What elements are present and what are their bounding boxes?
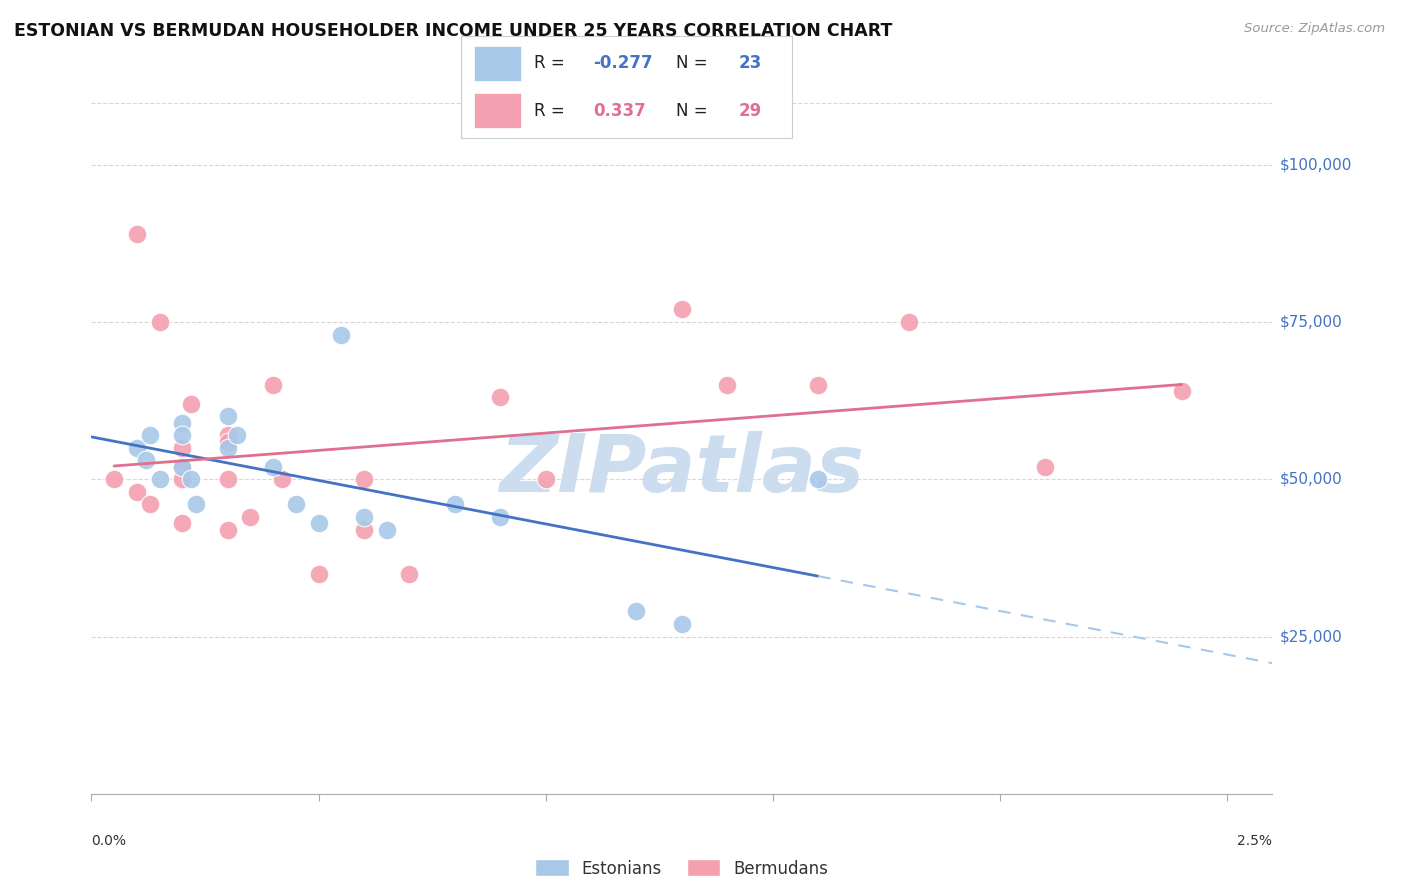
Point	[330, 327, 353, 342]
Point	[225, 428, 247, 442]
Text: $75,000: $75,000	[1279, 315, 1343, 329]
Legend: Estonians, Bermudans: Estonians, Bermudans	[529, 853, 835, 884]
Point	[172, 441, 194, 455]
Point	[489, 391, 512, 405]
Point	[103, 472, 125, 486]
Text: 0.0%: 0.0%	[91, 834, 127, 848]
Point	[217, 434, 239, 449]
Point	[172, 428, 194, 442]
Point	[353, 523, 375, 537]
Text: $25,000: $25,000	[1279, 629, 1343, 644]
Point	[239, 510, 262, 524]
Text: ESTONIAN VS BERMUDAN HOUSEHOLDER INCOME UNDER 25 YEARS CORRELATION CHART: ESTONIAN VS BERMUDAN HOUSEHOLDER INCOME …	[14, 22, 893, 40]
Point	[353, 510, 375, 524]
Point	[180, 472, 202, 486]
Point	[443, 498, 465, 512]
Point	[353, 472, 375, 486]
Text: N =: N =	[676, 102, 713, 120]
Point	[217, 441, 239, 455]
Point	[139, 428, 162, 442]
Point	[626, 604, 648, 618]
Point	[217, 409, 239, 424]
Point	[898, 315, 921, 329]
Point	[308, 566, 330, 581]
Point	[807, 378, 830, 392]
Text: ZIPatlas: ZIPatlas	[499, 431, 865, 508]
Point	[217, 428, 239, 442]
Point	[148, 315, 170, 329]
Point	[125, 484, 148, 499]
Point	[716, 378, 738, 392]
Point	[671, 302, 693, 317]
Point	[262, 459, 284, 474]
Point	[184, 498, 207, 512]
Point	[271, 472, 294, 486]
Text: -0.277: -0.277	[593, 54, 652, 72]
Point	[807, 472, 830, 486]
Point	[217, 472, 239, 486]
Point	[375, 523, 398, 537]
Text: R =: R =	[534, 54, 569, 72]
Point	[217, 523, 239, 537]
Text: 0.337: 0.337	[593, 102, 647, 120]
Point	[125, 441, 148, 455]
Point	[172, 516, 194, 531]
Point	[534, 472, 557, 486]
Point	[125, 227, 148, 241]
Point	[1170, 384, 1192, 399]
Point	[148, 472, 170, 486]
Point	[308, 516, 330, 531]
Text: 2.5%: 2.5%	[1237, 834, 1272, 848]
Bar	[474, 93, 520, 128]
Point	[489, 510, 512, 524]
Point	[172, 459, 194, 474]
Text: $100,000: $100,000	[1279, 157, 1351, 172]
Point	[172, 459, 194, 474]
Text: Source: ZipAtlas.com: Source: ZipAtlas.com	[1244, 22, 1385, 36]
Point	[284, 498, 307, 512]
Point	[398, 566, 420, 581]
Point	[180, 397, 202, 411]
Text: 23: 23	[738, 54, 762, 72]
Text: R =: R =	[534, 102, 569, 120]
Point	[172, 472, 194, 486]
Point	[172, 416, 194, 430]
Point	[1033, 459, 1056, 474]
Point	[139, 498, 162, 512]
Point	[671, 617, 693, 632]
Text: 29: 29	[738, 102, 762, 120]
Point	[135, 453, 157, 467]
Bar	[474, 45, 520, 81]
Text: $50,000: $50,000	[1279, 472, 1343, 487]
Point	[262, 378, 284, 392]
Text: N =: N =	[676, 54, 713, 72]
